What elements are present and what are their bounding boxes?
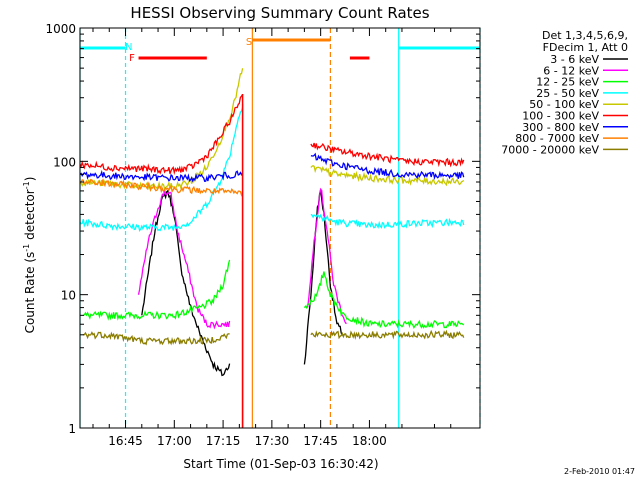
legend-label: 6 - 12 keV: [543, 64, 599, 77]
y-tick-label: 10: [61, 289, 76, 303]
data-layer: NF S: [79, 28, 481, 428]
axes-layer: 1 10 100 1000 16:45 17:00 17:15 17:30 17:45 18:00: [45, 22, 481, 448]
series-line-800-7000kev: [79, 178, 244, 197]
y-tick-label: 100: [53, 155, 76, 169]
legend-label: 300 - 800 keV: [522, 121, 599, 134]
series-line-300-800kev: [79, 152, 465, 183]
plot-frame: [79, 27, 481, 429]
legend-label: 800 - 7000 keV: [515, 132, 599, 145]
series-line-7000-20000kev: [83, 329, 465, 346]
legend-label: 50 - 100 keV: [529, 98, 599, 111]
legend-label: 25 - 50 keV: [536, 87, 599, 100]
marker-label-f: F: [129, 53, 135, 64]
legend-label: 3 - 6 keV: [550, 53, 599, 66]
series-line-50-100kev: [79, 68, 465, 191]
legend-label: 7000 - 20000 keV: [501, 143, 599, 156]
y-axis-label: Count Rate (s-1 detector-1): [22, 177, 37, 334]
x-tick-label: 18:00: [352, 434, 387, 448]
marker-label-n: N: [125, 42, 132, 53]
series-line-100-300kev: [79, 94, 465, 176]
legend: Det 1,3,4,5,6,9, FDecim 1, Att 0 3 - 6 k…: [501, 29, 628, 156]
y-tick-label: 1000: [45, 22, 76, 36]
x-tick-label: 17:15: [206, 434, 241, 448]
series-line-12-25kev: [83, 259, 465, 330]
chart-title: HESSI Observing Summary Count Rates: [130, 4, 429, 22]
legend-header-2: FDecim 1, Att 0: [543, 41, 628, 54]
x-tick-label: 17:30: [255, 434, 290, 448]
x-tick-label: 17:00: [157, 434, 192, 448]
legend-label: 100 - 300 keV: [522, 110, 599, 123]
legend-header-1: Det 1,3,4,5,6,9,: [542, 29, 628, 42]
x-tick-label: 17:45: [303, 434, 338, 448]
timestamp: 2-Feb-2010 01:47: [564, 467, 635, 476]
legend-label: 12 - 25 keV: [536, 76, 599, 89]
y-tick-label: 1: [68, 422, 76, 436]
series-line-6-12kev: [137, 187, 347, 330]
x-axis-label: Start Time (01-Sep-03 16:30:42): [183, 457, 378, 471]
marker-label-s: S: [246, 37, 252, 48]
x-tick-label: 16:45: [108, 434, 143, 448]
